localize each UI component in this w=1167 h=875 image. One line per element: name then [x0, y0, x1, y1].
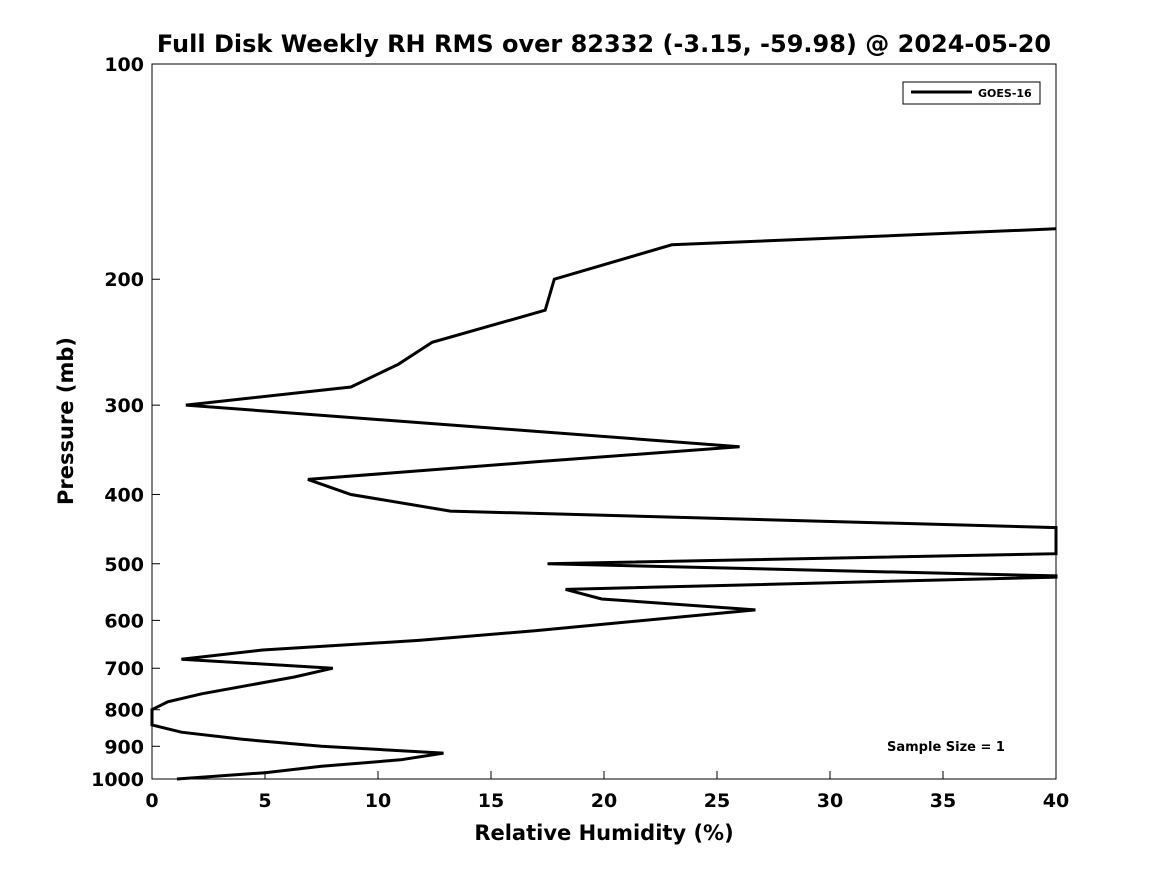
legend: GOES-16 — [902, 81, 1041, 105]
x-tick-label: 40 — [1043, 790, 1069, 812]
x-tick-label: 10 — [365, 790, 391, 812]
y-tick-label: 600 — [104, 610, 144, 632]
x-tick-label: 15 — [478, 790, 504, 812]
y-tick-label: 800 — [104, 700, 144, 722]
plot-area-frame — [151, 63, 1057, 780]
x-tick-label: 20 — [591, 790, 617, 812]
goes16-series-line — [150, 227, 1058, 781]
x-tick-label: 25 — [704, 790, 730, 812]
x-tick-label: 0 — [145, 790, 158, 812]
x-tick-label: 5 — [258, 790, 271, 812]
y-axis-label: Pressure (mb) — [54, 337, 78, 505]
y-tick-label: 400 — [104, 484, 144, 506]
y-tick-label: 300 — [104, 395, 144, 417]
legend-label: GOES-16 — [978, 87, 1032, 100]
y-tick-label: 500 — [104, 554, 144, 576]
y-tick-label: 100 — [104, 54, 144, 76]
x-axis: 0 5 10 15 20 25 30 35 40 — [145, 771, 1069, 812]
y-tick-label: 1000 — [91, 769, 144, 791]
x-axis-label: Relative Humidity (%) — [474, 821, 733, 845]
y-tick-label: 700 — [104, 658, 144, 680]
y-axis: 100 200 300 400 500 600 700 800 900 1000 — [91, 54, 160, 791]
x-tick-label: 30 — [817, 790, 843, 812]
sample-size-annotation: Sample Size = 1 — [887, 740, 1005, 755]
x-tick-label: 35 — [930, 790, 956, 812]
chart-title: Full Disk Weekly RH RMS over 82332 (-3.1… — [157, 30, 1051, 58]
y-tick-label: 200 — [104, 269, 144, 291]
y-tick-label: 900 — [104, 736, 144, 758]
